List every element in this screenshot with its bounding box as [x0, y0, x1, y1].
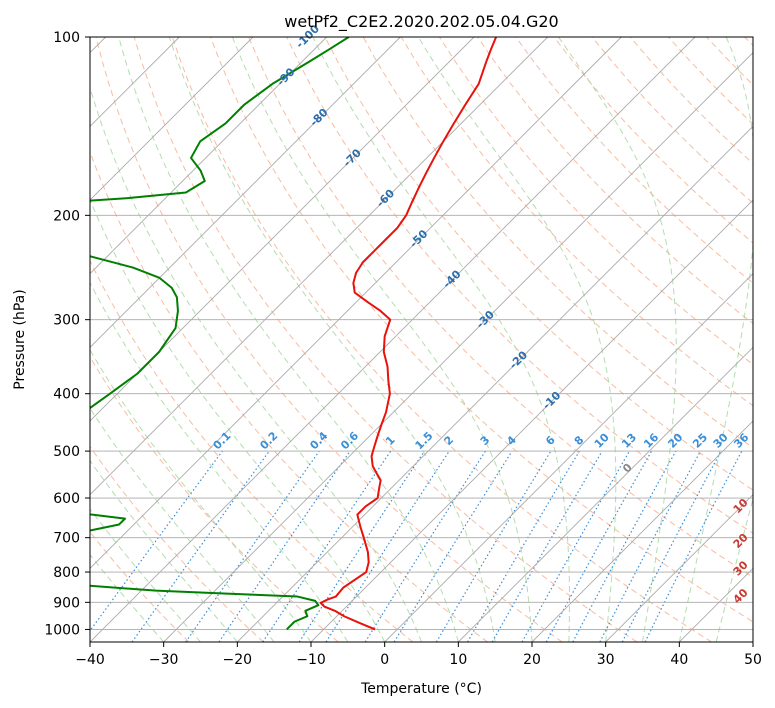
mixing-ratio-line — [572, 450, 677, 642]
y-tick-label: 900 — [53, 595, 80, 611]
moist-adiabat-line — [418, 37, 617, 642]
dry-adiabat-line — [210, 37, 753, 623]
moist-adiabat-line — [90, 508, 201, 642]
moist-adiabat-line — [90, 281, 349, 642]
profile-layer — [90, 37, 498, 631]
dry-adiabat-line — [90, 259, 414, 642]
x-tick-label: 50 — [744, 652, 762, 668]
isotherm-line — [531, 420, 753, 642]
moist-adiabat-line — [90, 554, 165, 642]
plot-frame — [89, 36, 754, 643]
moist-adiabat-line — [715, 497, 753, 642]
y-axis-title: Pressure (hPa) — [12, 289, 28, 389]
y-tick-label: 400 — [53, 387, 80, 403]
mixing-ratio-line — [185, 450, 320, 642]
isotherm-line — [90, 37, 475, 422]
dry-adiabat-line — [133, 37, 638, 642]
moist-adiabat-line — [231, 37, 533, 642]
dry-adiabat-line — [90, 356, 339, 642]
grid-layer — [90, 37, 753, 642]
isotherm-line — [605, 494, 753, 642]
isotherm-line — [458, 346, 753, 642]
mixing-ratio-line — [644, 450, 743, 642]
isotherm-line — [384, 273, 753, 642]
x-axis-title: Temperature (°C) — [360, 681, 482, 697]
x-tick-label: 30 — [597, 652, 615, 668]
isotherm-line — [310, 199, 753, 642]
moist-adiabat-line — [90, 198, 386, 642]
dry-adiabat-line — [171, 37, 712, 642]
y-tick-label: 700 — [53, 531, 80, 547]
moist-adiabat-line — [90, 407, 275, 642]
mixing-ratio-line — [218, 450, 351, 642]
isotherm-line — [237, 125, 753, 642]
mixing-ratio-line — [90, 450, 223, 632]
dry-adiabat-line — [286, 37, 753, 534]
y-tick-label: 300 — [53, 313, 80, 329]
moist-adiabat-line — [90, 85, 422, 642]
mixing-ratio-line — [298, 450, 425, 642]
temperature-profile-line — [319, 37, 498, 631]
moist-adiabat-line — [90, 459, 238, 642]
x-tick-label: −30 — [149, 652, 179, 668]
moist-adiabat-line — [168, 37, 496, 642]
chart-title: wetPf2_C2E2.2020.202.05.04.G20 — [284, 12, 558, 32]
isotherm-line — [90, 37, 696, 642]
dry-adiabat-line — [90, 445, 264, 642]
mixing-ratio-line — [262, 450, 392, 642]
x-tick-label: 10 — [449, 652, 467, 668]
x-tick-label: 40 — [670, 652, 688, 668]
isotherm-line — [90, 37, 622, 569]
mixing-ratio-line — [393, 450, 513, 642]
x-tick-label: −10 — [296, 652, 326, 668]
isotherm-line — [163, 52, 753, 642]
x-tick-label: 20 — [523, 652, 541, 668]
moist-adiabat-line — [678, 37, 753, 642]
y-axis: 100 200 300 400 500 600 700 800 900 1000 — [44, 30, 90, 638]
mixing-ratio-line — [521, 450, 631, 642]
y-tick-label: 600 — [53, 491, 80, 507]
dry-adiabat-line — [95, 37, 563, 642]
dry-adiabat-line — [248, 37, 753, 578]
y-tick-label: 200 — [53, 208, 80, 224]
y-tick-label: 1000 — [44, 622, 80, 638]
x-tick-label: −40 — [75, 652, 105, 668]
x-tick-label: −20 — [223, 652, 253, 668]
x-axis: −40 −30 −20 −10 0 10 20 30 40 50 — [75, 642, 762, 668]
dry-adiabat-line — [515, 37, 753, 284]
x-tick-label: 0 — [380, 652, 389, 668]
isotherm-line — [90, 37, 401, 348]
y-tick-label: 800 — [53, 565, 80, 581]
mixing-ratio-line — [131, 450, 270, 642]
y-tick-label: 500 — [53, 444, 80, 460]
dewpoint-profile-line — [90, 37, 350, 631]
isotherm-line — [90, 37, 254, 201]
mixing-ratio-line — [325, 450, 450, 642]
dry-adiabat-line — [324, 37, 753, 491]
isotherm-line — [90, 37, 548, 496]
moist-adiabat-line — [558, 37, 677, 642]
y-tick-label: 100 — [53, 30, 80, 46]
isotherm-line — [90, 37, 327, 275]
mixing-ratio-line — [545, 450, 653, 642]
